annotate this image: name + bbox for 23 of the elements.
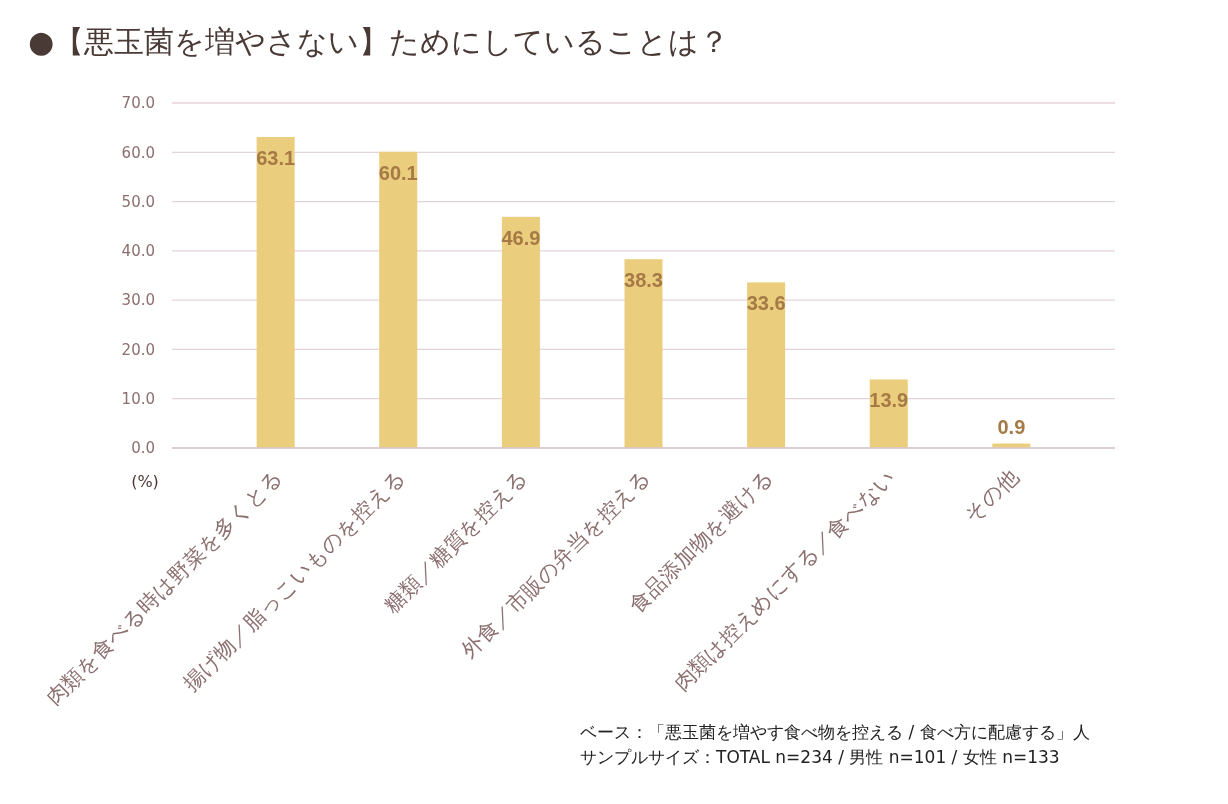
y-tick-label: 50.0	[121, 192, 155, 211]
y-tick-label: 40.0	[121, 242, 155, 261]
data-label: 63.1	[256, 147, 296, 170]
bar	[747, 282, 786, 448]
text: サンプルサイズ：TOTAL n=234 / 男性 n=101 / 女性 n=133	[580, 747, 1060, 767]
chart-title: ●【悪玉菌を増やさない】ためにしていることは？	[28, 24, 730, 59]
bar	[379, 151, 418, 448]
data-label: 33.6	[746, 292, 786, 315]
x-tick-label: その他	[959, 464, 1023, 528]
y-tick-label: 70.0	[121, 94, 155, 113]
data-label: 60.1	[378, 161, 418, 184]
y-tick-label: 20.0	[121, 340, 155, 359]
y-tick-label: 0.0	[131, 439, 155, 458]
bar	[624, 259, 663, 448]
data-label: 0.9	[997, 415, 1026, 438]
y-tick-label: 30.0	[121, 291, 155, 310]
y-tick-label: 60.0	[121, 143, 155, 162]
data-label: 13.9	[869, 389, 909, 412]
bar	[256, 137, 295, 448]
y-tick-label: 10.0	[121, 390, 155, 409]
bar	[501, 216, 540, 448]
text: ベース：「悪玉菌を増やす食べ物を控える / 食べ方に配慮する」人	[580, 722, 1090, 742]
y-axis-title: (%)	[131, 472, 159, 491]
